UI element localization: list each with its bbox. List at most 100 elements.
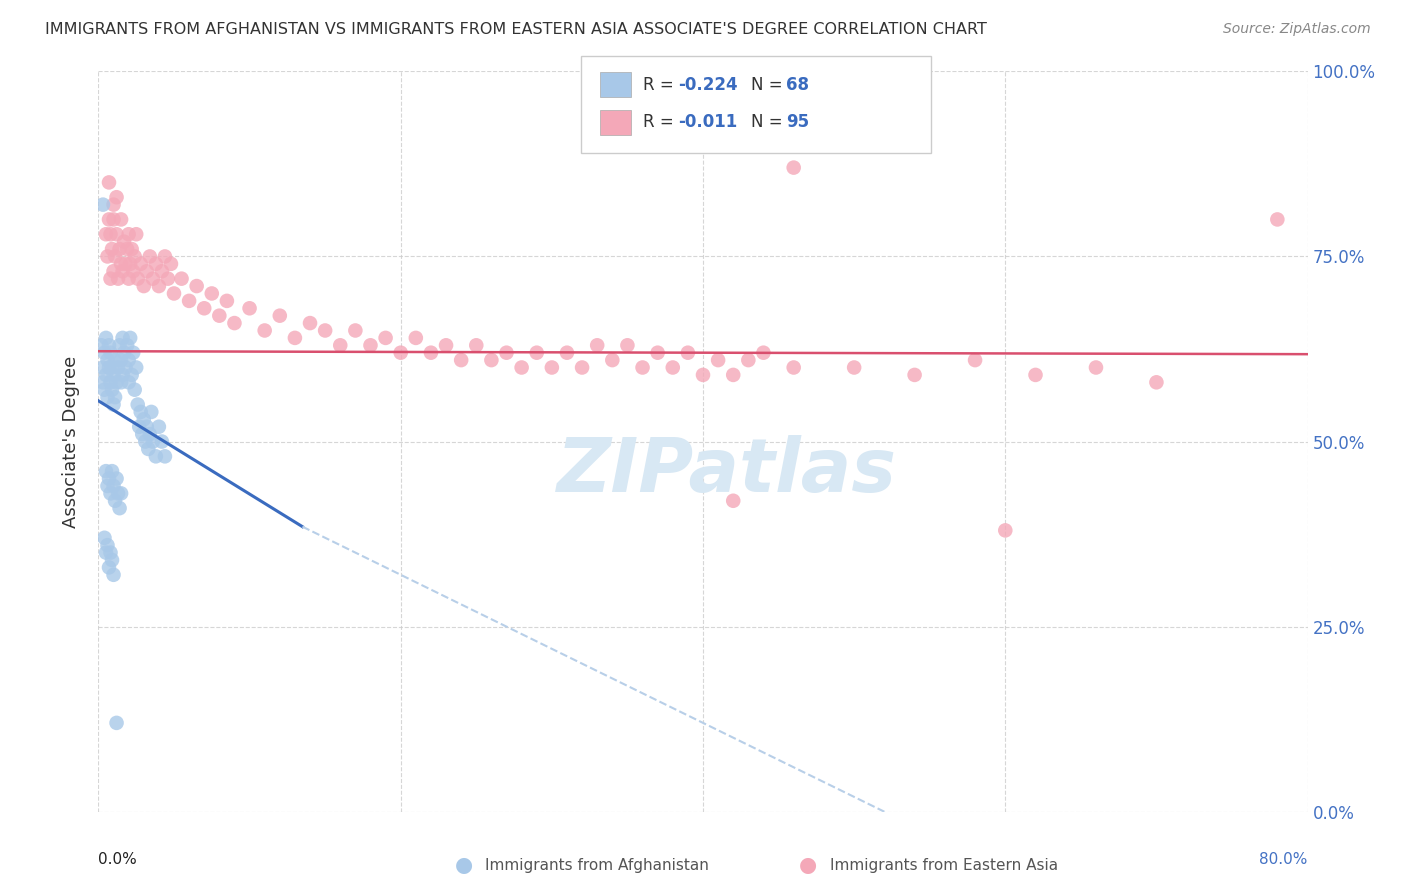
- Point: [118, 376, 141, 390]
- Point: [127, 271, 149, 285]
- Point: [132, 279, 155, 293]
- Point: [103, 212, 125, 227]
- Point: [110, 486, 132, 500]
- Point: [118, 271, 141, 285]
- Point: [96, 250, 118, 264]
- Point: [110, 212, 132, 227]
- Point: [111, 331, 134, 345]
- Point: [616, 338, 638, 352]
- Point: [103, 479, 125, 493]
- Point: [647, 345, 669, 359]
- Point: [125, 227, 148, 242]
- Y-axis label: Associate's Degree: Associate's Degree: [62, 355, 80, 528]
- Text: N =: N =: [751, 113, 787, 131]
- Point: [105, 227, 128, 242]
- Point: [127, 398, 149, 412]
- Point: [91, 360, 114, 375]
- Point: [994, 524, 1017, 538]
- Point: [107, 360, 129, 375]
- Point: [96, 353, 118, 368]
- Point: [284, 331, 307, 345]
- Point: [93, 383, 115, 397]
- Point: [98, 560, 121, 574]
- Point: [224, 316, 246, 330]
- Point: [1267, 212, 1289, 227]
- Point: [96, 390, 118, 404]
- Point: [108, 242, 131, 256]
- Point: [145, 257, 167, 271]
- Point: [148, 419, 170, 434]
- Point: [208, 309, 231, 323]
- Point: [121, 368, 143, 382]
- Point: [299, 316, 322, 330]
- Point: [100, 376, 122, 390]
- Point: [586, 338, 609, 352]
- Text: Source: ZipAtlas.com: Source: ZipAtlas.com: [1223, 22, 1371, 37]
- Point: [103, 264, 125, 278]
- Point: [100, 227, 122, 242]
- Point: [93, 531, 115, 545]
- Point: [111, 368, 134, 382]
- Point: [103, 197, 125, 211]
- Text: ●: ●: [456, 855, 472, 875]
- Point: [100, 271, 122, 285]
- Point: [692, 368, 714, 382]
- Point: [510, 360, 533, 375]
- Point: [110, 257, 132, 271]
- Point: [844, 360, 866, 375]
- Point: [661, 360, 683, 375]
- Point: [723, 368, 745, 382]
- Point: [389, 345, 412, 359]
- Point: [94, 331, 117, 345]
- Point: [103, 368, 125, 382]
- Point: [122, 264, 145, 278]
- Point: [120, 331, 142, 345]
- Point: [141, 405, 163, 419]
- Point: [405, 331, 427, 345]
- Point: [160, 257, 183, 271]
- Point: [450, 353, 472, 368]
- Point: [93, 345, 115, 359]
- Point: [131, 427, 153, 442]
- Point: [118, 227, 141, 242]
- Point: [134, 434, 156, 449]
- Point: [631, 116, 654, 130]
- Text: 0.0%: 0.0%: [98, 853, 138, 867]
- Point: [125, 360, 148, 375]
- Point: [420, 345, 443, 359]
- Point: [98, 338, 121, 352]
- Point: [495, 345, 517, 359]
- Point: [1024, 368, 1046, 382]
- Point: [110, 353, 132, 368]
- Point: [314, 324, 336, 338]
- Point: [104, 390, 127, 404]
- Point: [101, 553, 124, 567]
- Point: [344, 324, 367, 338]
- Point: [101, 383, 124, 397]
- Point: [91, 197, 114, 211]
- Point: [100, 486, 122, 500]
- Point: [150, 434, 173, 449]
- Point: [107, 271, 129, 285]
- Point: [114, 360, 136, 375]
- Point: [602, 353, 624, 368]
- Point: [465, 338, 488, 352]
- Point: [132, 412, 155, 426]
- Point: [96, 479, 118, 493]
- Point: [1085, 360, 1108, 375]
- Point: [329, 338, 352, 352]
- Point: [904, 368, 927, 382]
- Point: [108, 501, 131, 516]
- Point: [139, 250, 162, 264]
- Point: [115, 242, 138, 256]
- Point: [98, 212, 121, 227]
- Point: [104, 493, 127, 508]
- Point: [124, 383, 146, 397]
- Point: [94, 227, 117, 242]
- Text: Immigrants from Afghanistan: Immigrants from Afghanistan: [485, 858, 709, 872]
- Point: [124, 250, 146, 264]
- Point: [148, 279, 170, 293]
- Point: [163, 286, 186, 301]
- Point: [94, 546, 117, 560]
- Point: [96, 538, 118, 552]
